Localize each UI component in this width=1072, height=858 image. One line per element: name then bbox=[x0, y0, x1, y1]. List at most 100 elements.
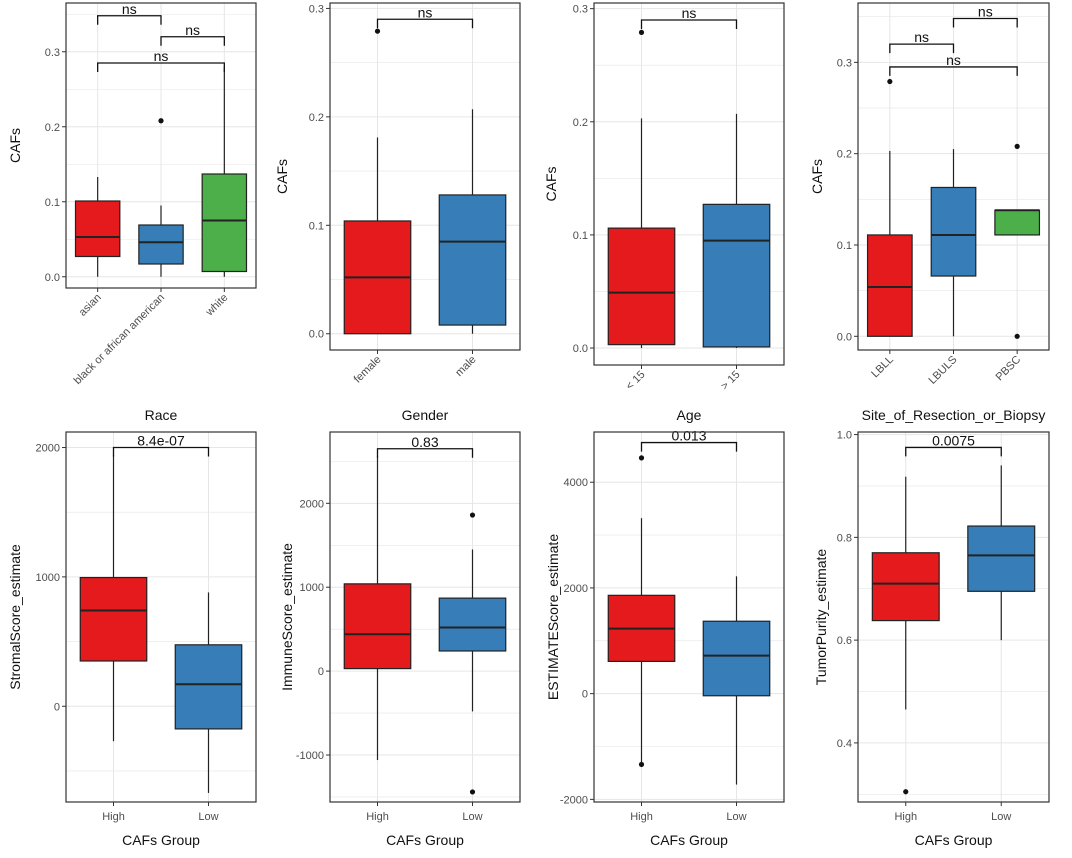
x-tick-label: High bbox=[630, 811, 653, 823]
box-low bbox=[967, 465, 1036, 641]
box-black-or-african-american bbox=[138, 118, 184, 277]
y-tick-label: 0.2 bbox=[309, 112, 324, 124]
box-high bbox=[607, 455, 676, 768]
y-tick-label: 4000 bbox=[564, 477, 588, 489]
y-tick-label: 0.3 bbox=[837, 57, 852, 69]
outlier-point bbox=[638, 455, 645, 461]
box-body bbox=[138, 224, 184, 265]
significance-bracket bbox=[952, 17, 1018, 28]
y-tick-label: 2000 bbox=[36, 443, 60, 455]
x-axis-title: CAFs Group bbox=[122, 832, 200, 848]
significance-bracket bbox=[889, 66, 1018, 76]
y-tick-label: 0 bbox=[582, 689, 588, 701]
y-axis-title: StromalScore_estimate bbox=[7, 544, 23, 690]
box-lbll bbox=[866, 78, 913, 337]
significance-label: ns bbox=[914, 29, 929, 45]
box-body bbox=[702, 203, 771, 348]
y-axis-title: ImmuneScore_estimate bbox=[279, 543, 295, 691]
box-pbsc bbox=[994, 143, 1041, 339]
x-axis-title: Gender bbox=[402, 407, 449, 423]
box-body bbox=[866, 234, 913, 337]
x-tick-label: LBULS bbox=[926, 354, 959, 387]
significance-bracket bbox=[97, 62, 225, 72]
outlier-point bbox=[887, 78, 893, 85]
outlier-point bbox=[638, 29, 645, 36]
significance-label: ns bbox=[122, 1, 137, 17]
y-tick-label: -1000 bbox=[296, 750, 324, 762]
box--15 bbox=[702, 113, 771, 349]
significance-label: ns bbox=[154, 48, 169, 64]
panel-immune: 0.83 -1000 0 1000 2000 High Low CAFs Group Immun… bbox=[279, 431, 521, 848]
box-body bbox=[74, 200, 121, 258]
x-tick-label: female bbox=[352, 354, 384, 386]
outlier-point bbox=[1014, 143, 1020, 149]
box-body bbox=[174, 644, 243, 730]
box-high bbox=[871, 476, 940, 795]
x-tick-label: High bbox=[366, 811, 389, 823]
x-axis-title: Site_of_Resection_or_Biopsy bbox=[862, 407, 1046, 423]
panel-border bbox=[593, 2, 785, 366]
significance-label: 0.013 bbox=[671, 428, 706, 444]
box-body bbox=[79, 576, 148, 662]
x-tick-label: Low bbox=[198, 811, 218, 823]
significance-bracket bbox=[160, 36, 225, 46]
significance-label: ns bbox=[682, 5, 697, 21]
box-body bbox=[438, 597, 507, 652]
significance-bracket bbox=[376, 18, 474, 29]
x-tick-label: > 15 bbox=[719, 369, 743, 393]
y-tick-label: 0.2 bbox=[573, 117, 588, 129]
outlier-point bbox=[158, 118, 164, 124]
y-tick-label: 0.0 bbox=[45, 272, 60, 284]
outlier-point bbox=[469, 789, 476, 795]
x-tick-label: asian bbox=[77, 292, 104, 319]
significance-label: ns bbox=[418, 4, 433, 20]
box-asian bbox=[74, 177, 121, 277]
y-tick-label: 1.0 bbox=[837, 430, 852, 442]
panel-estimate: 0.013 -2000 0 2000 4000 High Low CAFs Group ESTI… bbox=[545, 428, 785, 848]
y-tick-label: 0.4 bbox=[837, 738, 852, 750]
y-axis-title: CAFs bbox=[274, 159, 290, 194]
x-tick-label: High bbox=[102, 811, 125, 823]
box-low bbox=[702, 576, 771, 785]
y-tick-label: 2000 bbox=[300, 498, 324, 510]
y-tick-label: -2000 bbox=[560, 794, 588, 806]
box-low bbox=[438, 512, 507, 795]
box-body bbox=[201, 173, 248, 273]
significance-bracket bbox=[640, 441, 738, 452]
y-axis-title: CAFs bbox=[809, 159, 825, 194]
y-tick-label: 1000 bbox=[36, 572, 60, 584]
y-tick-label: 0.2 bbox=[837, 149, 852, 161]
box-body bbox=[343, 583, 412, 670]
box-high bbox=[79, 455, 148, 742]
x-axis-title: CAFs Group bbox=[386, 832, 464, 848]
y-tick-label: 0.1 bbox=[309, 220, 324, 232]
panel-border bbox=[329, 431, 521, 803]
box-female bbox=[343, 28, 412, 335]
panel-border bbox=[593, 431, 785, 803]
significance-label: 0.0075 bbox=[932, 432, 975, 448]
x-tick-label: LBLL bbox=[869, 354, 896, 381]
box--15 bbox=[607, 29, 676, 349]
y-tick-label: 0.2 bbox=[45, 122, 60, 134]
y-tick-label: 0.0 bbox=[573, 343, 588, 355]
panel-gender: ns 0.0 0.1 0.2 0.3 female male Gender CAFs bbox=[274, 2, 521, 423]
significance-bracket bbox=[376, 448, 474, 458]
box-body bbox=[607, 227, 676, 346]
y-tick-label: 0 bbox=[54, 701, 60, 713]
box-body bbox=[994, 209, 1041, 236]
significance-label: ns bbox=[978, 4, 993, 20]
outlier-point bbox=[469, 512, 476, 518]
y-tick-label: 0.3 bbox=[573, 4, 588, 16]
significance-label: 8.4e-07 bbox=[137, 433, 185, 449]
y-tick-label: 0 bbox=[318, 666, 324, 678]
outlier-point bbox=[1014, 333, 1020, 339]
x-axis-title: Race bbox=[145, 407, 178, 423]
x-tick-label: white bbox=[203, 292, 230, 319]
panel-stromal: 8.4e-07 0 1000 2000 High Low CAFs Group Stromal… bbox=[7, 431, 257, 848]
x-axis-title: CAFs Group bbox=[915, 832, 993, 848]
box-body bbox=[930, 186, 977, 277]
x-axis-title: CAFs Group bbox=[650, 832, 728, 848]
significance-bracket bbox=[97, 15, 162, 25]
x-tick-label: < 15 bbox=[624, 369, 648, 393]
